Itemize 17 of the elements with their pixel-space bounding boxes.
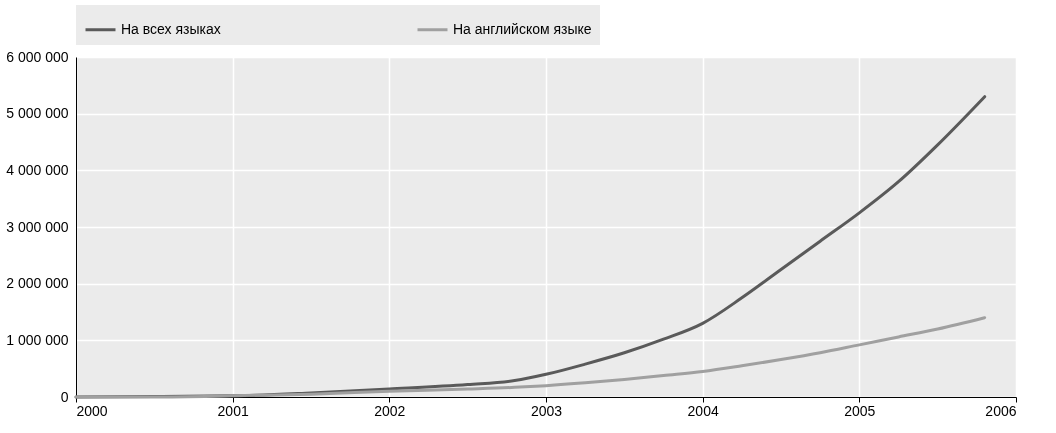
y-tick-label: 5 000 000 [6,105,69,122]
y-tick-label: 1 000 000 [6,331,69,348]
y-tick-label: 2 000 000 [6,275,69,292]
legend-label: На английском языке [453,20,592,37]
x-tick-label: 2003 [530,402,563,419]
legend-label: На всех языках [121,20,221,37]
x-tick-label: 2000 [76,402,108,419]
y-tick-label: 0 [60,388,69,405]
y-tick-label: 3 000 000 [6,218,69,235]
y-tick-label: 4 000 000 [6,161,69,178]
x-tick-label: 2004 [687,402,719,419]
x-tick-label: 2002 [374,402,406,419]
x-tick-label: 2005 [844,402,876,419]
x-tick-label: 2001 [217,402,249,419]
y-tick-label: 6 000 000 [6,48,69,65]
x-tick-label: 2006 [985,402,1017,419]
line-series [74,316,987,399]
